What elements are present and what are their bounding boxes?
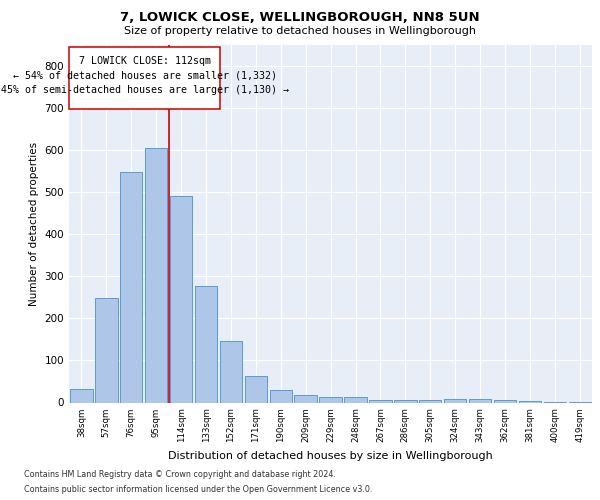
Bar xyxy=(419,400,442,402)
Bar xyxy=(145,148,167,403)
Text: 7, LOWICK CLOSE, WELLINGBOROUGH, NN8 5UN: 7, LOWICK CLOSE, WELLINGBOROUGH, NN8 5UN xyxy=(120,11,480,24)
Bar xyxy=(195,286,217,403)
FancyBboxPatch shape xyxy=(70,47,220,109)
Bar xyxy=(494,400,516,402)
Bar xyxy=(344,398,367,402)
Text: ← 54% of detached houses are smaller (1,332): ← 54% of detached houses are smaller (1,… xyxy=(13,70,277,81)
Bar xyxy=(295,396,317,402)
Bar xyxy=(170,196,193,402)
Bar xyxy=(369,400,392,402)
Text: Contains HM Land Registry data © Crown copyright and database right 2024.: Contains HM Land Registry data © Crown c… xyxy=(24,470,336,479)
Bar xyxy=(269,390,292,402)
Bar xyxy=(245,376,267,402)
Text: Size of property relative to detached houses in Wellingborough: Size of property relative to detached ho… xyxy=(124,26,476,36)
Bar xyxy=(519,401,541,402)
Bar xyxy=(444,399,466,402)
Text: 45% of semi-detached houses are larger (1,130) →: 45% of semi-detached houses are larger (… xyxy=(1,84,289,94)
X-axis label: Distribution of detached houses by size in Wellingborough: Distribution of detached houses by size … xyxy=(168,450,493,460)
Bar xyxy=(319,396,342,402)
Y-axis label: Number of detached properties: Number of detached properties xyxy=(29,142,39,306)
Bar xyxy=(70,389,92,402)
Bar xyxy=(394,400,416,402)
Bar xyxy=(220,341,242,402)
Bar xyxy=(469,399,491,402)
Bar xyxy=(120,172,142,402)
Bar xyxy=(95,298,118,403)
Text: 7 LOWICK CLOSE: 112sqm: 7 LOWICK CLOSE: 112sqm xyxy=(79,56,211,66)
Text: Contains public sector information licensed under the Open Government Licence v3: Contains public sector information licen… xyxy=(24,485,373,494)
